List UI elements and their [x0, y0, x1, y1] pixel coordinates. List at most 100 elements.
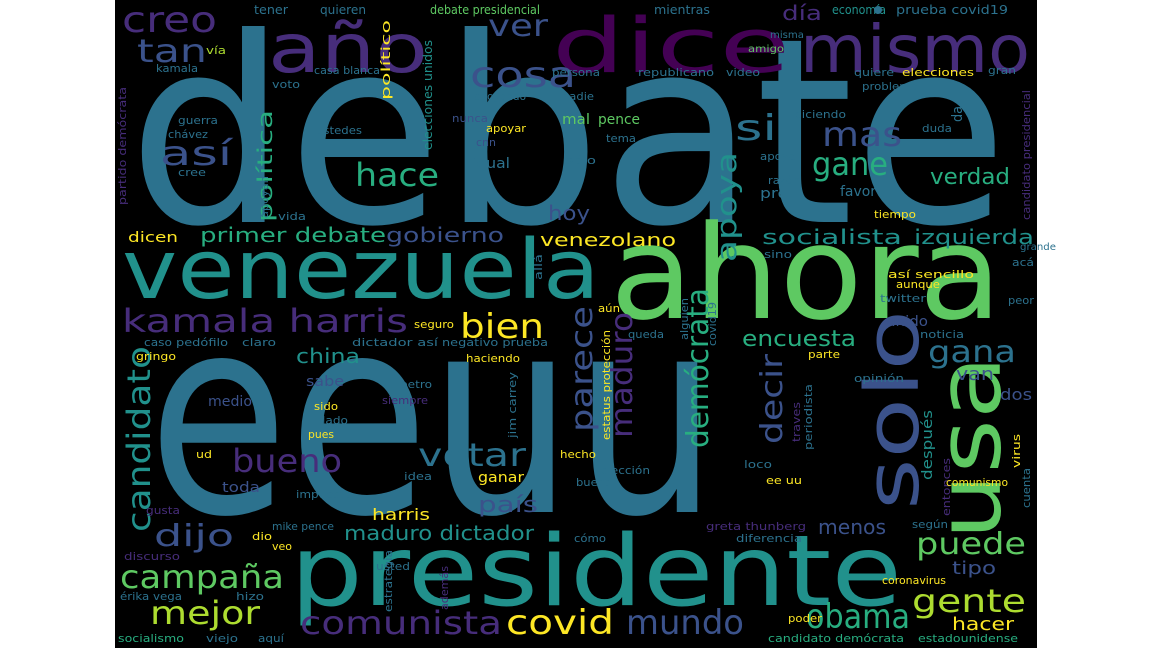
word-dicen: dicen: [128, 230, 178, 246]
word-nadie: nadie: [562, 90, 594, 103]
word-votar: votar: [418, 436, 527, 474]
word-ustedes: ustedes: [316, 124, 362, 137]
word-van: van: [956, 364, 994, 385]
word-virus: virus: [1010, 434, 1023, 468]
word-mientras: mientras: [654, 3, 710, 17]
word-aqui: aquí: [258, 632, 285, 645]
word-aun: aún: [598, 302, 620, 315]
word-politica: política: [253, 110, 277, 222]
word-diferencia: diferencia: [736, 532, 802, 545]
word-razon: razón: [768, 174, 800, 187]
word-asi-sencillo: así sencillo: [888, 268, 974, 281]
word-quiere: quiere: [854, 66, 894, 79]
word-despues: después: [920, 410, 936, 480]
word-negativo-prueba: negativo prueba: [442, 336, 548, 349]
word-igual: igual: [472, 156, 510, 172]
word-aunque: aunque: [896, 278, 940, 291]
word-hace: hace: [355, 156, 439, 194]
word-buena: buena: [576, 476, 612, 489]
word-toda: toda: [222, 480, 260, 496]
word-politico: político: [379, 20, 393, 100]
word-periodista: periodista: [802, 384, 815, 450]
word-dictador-asi: dictador así: [352, 336, 439, 349]
word-parece: parece: [565, 306, 600, 432]
word-socialismo: socialismo: [118, 632, 184, 645]
word-nunca: nunca: [452, 112, 488, 125]
word-hizo: hizo: [236, 590, 264, 603]
word-gran: gran: [988, 64, 1016, 77]
word-menos: menos: [818, 515, 886, 539]
word-primer-debate: primer debate: [200, 223, 386, 247]
word-tener: tener: [254, 3, 288, 17]
word-sido: sido: [314, 400, 338, 413]
word-maduro: maduro: [605, 312, 640, 438]
word-opinion: opinión: [854, 372, 904, 385]
word-chavez: chávez: [168, 128, 208, 141]
word-apoyo: apoyo: [760, 150, 796, 163]
word-voto: voto: [272, 78, 300, 91]
word-amigo: amigo: [748, 44, 784, 55]
word-presidente: presidente: [290, 515, 902, 629]
word-covid19: covid19: [706, 302, 719, 346]
word-veo: veo: [272, 540, 292, 553]
word-discurso: discurso: [124, 550, 180, 563]
word-izquierda: izquierda: [914, 225, 1034, 249]
word-ademas: además: [438, 566, 451, 610]
word-pedofilo: pedófilo: [176, 336, 228, 349]
word-venezuela: venezuela: [122, 223, 600, 318]
word-mejor: mejor: [150, 594, 261, 632]
word-viejo: viejo: [206, 632, 238, 645]
word-apoyar: apoyar: [486, 122, 526, 135]
word-misma: misma: [770, 30, 804, 41]
word-ano: año: [268, 10, 428, 89]
word-china: china: [296, 344, 360, 368]
word-sabe: sabe: [306, 374, 344, 390]
word-vida: vida: [278, 210, 306, 223]
word-dio: dio: [252, 530, 272, 543]
word-traves: traves: [790, 402, 803, 442]
word-decir: decir: [755, 353, 790, 444]
word-republicano: republicano: [638, 66, 714, 79]
word-estatus-proteccion: estatus protección: [600, 330, 613, 440]
word-duda: duda: [922, 122, 952, 135]
word-kamala: kamala: [156, 62, 198, 75]
word-pence: pence: [598, 112, 640, 128]
word-elecciones-unidos: elecciones unidos: [421, 40, 435, 150]
word-harris: harris: [372, 505, 430, 524]
word-peor: peor: [1008, 294, 1034, 307]
word-como: cómo: [574, 532, 606, 545]
word-dos: dos: [1000, 385, 1032, 404]
word-hacer: hacer: [952, 614, 1015, 635]
word-usa: usa: [918, 355, 1021, 540]
word-solo: solo: [850, 310, 936, 510]
cloud-background: [115, 0, 1037, 648]
word-claro: claro: [242, 336, 276, 349]
word-coronavirus: coronavirus: [882, 574, 946, 587]
word-gente: gente: [912, 582, 1026, 620]
word-ahora: ahora: [610, 197, 1002, 349]
word-mundo: mundo: [626, 603, 744, 643]
word-obama: obama: [806, 597, 910, 637]
word-mas: mas: [822, 115, 902, 155]
word-erika-vega: érika vega: [120, 590, 182, 603]
word-tiempo: tiempo: [874, 208, 916, 221]
word-debate: debate: [128, 0, 1008, 283]
word-bien: bien: [460, 307, 544, 347]
word-da: da: [950, 106, 966, 122]
word-covid: covid: [506, 603, 614, 643]
word-democrata: demócrata: [681, 288, 716, 448]
word-apoyan: apoyan: [258, 176, 271, 218]
word-caso: caso: [144, 336, 172, 349]
word-siempre: siempre: [382, 394, 428, 407]
word-comunista: comunista: [300, 604, 502, 642]
word-tipo: tipo: [952, 558, 996, 579]
word-diciendo: diciendo: [794, 108, 846, 121]
word-eleccion: elección: [600, 464, 650, 477]
word-eeuu: eeuu: [148, 257, 718, 577]
word-solo2: sólo: [566, 154, 596, 167]
word-seguro: seguro: [414, 318, 454, 331]
word-impuesto: impuesto: [296, 488, 352, 501]
word-debate-presidencial: debate presidencial: [430, 3, 540, 17]
word-creo: creo: [122, 0, 217, 41]
